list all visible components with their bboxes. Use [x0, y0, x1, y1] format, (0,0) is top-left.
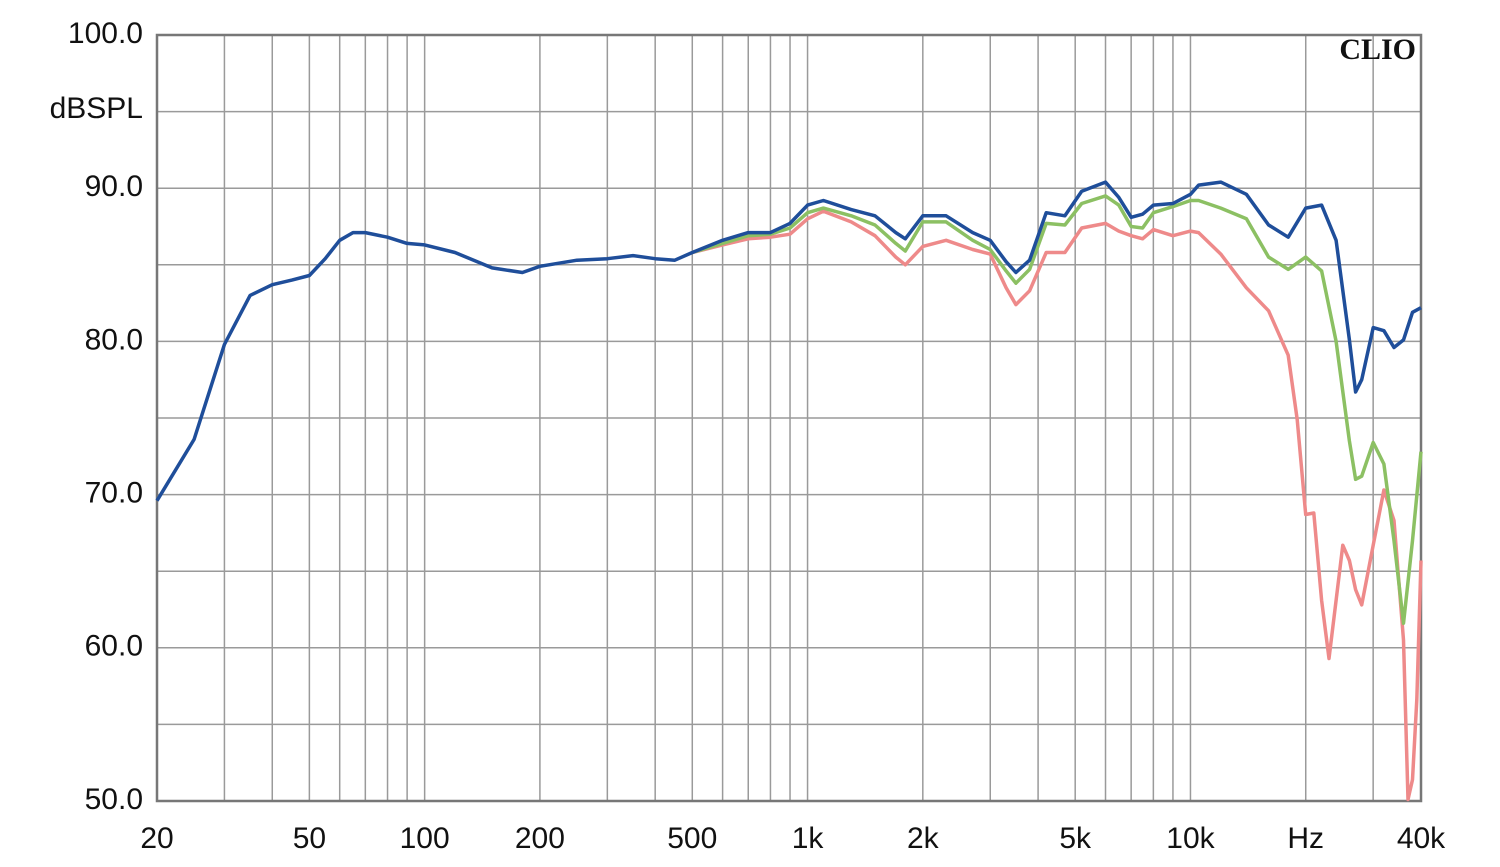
series-line	[691, 194, 1423, 626]
y-tick-label: 90.0	[85, 170, 143, 203]
y-tick-label: 80.0	[85, 323, 143, 356]
x-tick-label: Hz	[1287, 822, 1324, 855]
x-tick-label: 2k	[907, 822, 940, 855]
x-tick-label: 5k	[1059, 822, 1092, 855]
annotation: CLIO	[1339, 33, 1416, 66]
y-tick-label: 50.0	[85, 783, 143, 816]
x-tick-label: 50	[293, 822, 326, 855]
x-tick-label: 20	[140, 822, 173, 855]
x-tick-label: 1k	[792, 822, 825, 855]
series-line	[691, 209, 1423, 802]
y-tick-label: 70.0	[85, 477, 143, 510]
x-tick-label: 200	[515, 822, 565, 855]
plot-frame	[155, 33, 1423, 803]
series-line	[155, 180, 1422, 502]
x-tick-label: 40k	[1397, 822, 1446, 855]
y-axis-label: dBSPL	[50, 92, 143, 125]
y-tick-label: 60.0	[85, 630, 143, 663]
x-tick-label: 10k	[1166, 822, 1215, 855]
x-tick-label: 500	[667, 822, 717, 855]
x-tick-label: 100	[400, 822, 450, 855]
y-tick-label: 100.0	[68, 17, 143, 50]
